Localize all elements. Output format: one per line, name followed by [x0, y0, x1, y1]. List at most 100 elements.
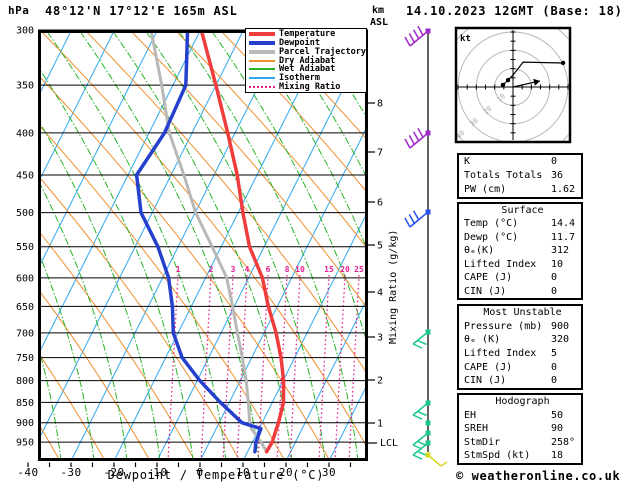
legend-row: Parcel Trajectory [246, 47, 366, 56]
barb-tick [412, 131, 420, 142]
barb-tick [417, 25, 424, 36]
wind-barb [404, 209, 431, 228]
temp-tick-label: 20 [279, 466, 293, 479]
legend-label: Isotherm [279, 72, 320, 83]
km-tick-label: 1 [377, 419, 383, 430]
mixing-ratio-value-label: 3 [231, 265, 236, 274]
pressure-tick-label: 600 [16, 273, 34, 284]
isotherm-line [114, 31, 330, 460]
panel-row-value: 320 [551, 334, 570, 346]
wet-adiabat-line [39, 181, 128, 460]
hodograph-ring-label: 30 [468, 117, 480, 129]
hodograph-ring-label: 20 [482, 104, 494, 116]
pressure-tick-label: 650 [16, 302, 34, 313]
mixing-ratio-value-label: 4 [245, 265, 250, 274]
isotherm-line [329, 384, 367, 460]
panel-row: EH 50 [459, 409, 581, 423]
panel-row-label: Lifted Index [464, 258, 537, 270]
wind-barb [404, 127, 431, 149]
panel-box-most-unstable: Most Unstable Pressure (mb) 900 θₑ (K) 320 Li… [457, 304, 583, 390]
pressure-tick-label: 300 [16, 26, 34, 37]
barb-node-dot [425, 440, 431, 446]
km-tick-label: 2 [377, 376, 383, 387]
panel-row-value: 0 [551, 361, 558, 373]
panel-row-value: 258° [551, 436, 576, 448]
panel-row: CAPE (J) 0 [459, 361, 581, 375]
dewpoint-trace [134, 31, 263, 454]
hodograph-ring-label: 10 [495, 92, 507, 104]
wind-barb [425, 452, 448, 467]
panel-row-label: Lifted Index [464, 348, 537, 360]
legend-label: Wet Adiabat [279, 64, 336, 75]
mixing-ratio-value-label: 1 [176, 265, 181, 274]
temp-tick-label: 0 [196, 466, 203, 479]
hodograph-unit-label: kt [460, 34, 471, 44]
panel-row-value: 14.4 [551, 218, 576, 230]
wet-adiabat-line [46, 31, 227, 460]
temp-tick-label: 10 [236, 466, 250, 479]
panel-row-label: CIN (J) [464, 375, 507, 387]
barb-tick [412, 29, 420, 40]
panel-row-label: StmSpd (kt) [464, 450, 531, 462]
legend-swatch [249, 32, 275, 37]
panel-section-title: Surface [501, 205, 544, 216]
panel-row: CAPE (J) 0 [459, 271, 581, 284]
panel-row: PW (cm) 1.62 [459, 183, 581, 197]
panel-row-value: 900 [551, 320, 570, 332]
panel-row-label: θₑ(K) [464, 245, 495, 257]
barb-tick [404, 36, 411, 47]
dry-adiabat-line [39, 124, 285, 460]
barb-tick [408, 214, 415, 224]
mixing-ratio-value-label: 10 [295, 265, 305, 274]
pressure-tick-label: 500 [16, 208, 34, 219]
temp-tick-label: -10 [146, 466, 167, 479]
panel-row: Lifted Index 10 [459, 258, 581, 271]
barb-node-dot [425, 400, 431, 406]
isotherm-line [39, 31, 115, 182]
pressure-tick-label: 950 [16, 438, 34, 449]
mixing-ratio-value-label: 15 [324, 265, 334, 274]
sounding-traces [134, 31, 286, 454]
barb-tick [417, 339, 427, 346]
legend-label: Temperature [279, 29, 336, 40]
wind-barb [412, 329, 431, 349]
panel-row: SREH 90 [459, 422, 581, 436]
km-tick-label: 3 [377, 333, 383, 344]
barb-tick [440, 461, 448, 467]
legend-row: Wet Adiabat [246, 65, 366, 74]
legend-row: Temperature [246, 30, 366, 39]
hodograph-trace-dot [560, 60, 566, 66]
pressure-tick-label: 450 [16, 170, 34, 181]
mixing-ratio-value-label: 8 [285, 265, 290, 274]
panel-row-value: 36 [551, 170, 564, 181]
legend-swatch [249, 85, 275, 88]
pressure-tick-label: 550 [16, 242, 34, 253]
panel-row-value: 312 [551, 245, 570, 257]
legend-label: Dewpoint [279, 38, 320, 49]
legend: Temperature Dewpoint Parcel Trajectory Dry … [245, 28, 367, 93]
dry-adiabat-line [39, 290, 150, 460]
panel-row: Totals Totals 36 [459, 169, 581, 183]
legend-swatch [249, 68, 275, 71]
mixing-ratio-value-label: 25 [354, 265, 364, 274]
dry-adiabat-line [0, 30, 15, 461]
plot-border [38, 30, 368, 461]
panel-row-label: Dewp (°C) [464, 231, 519, 243]
hodograph-trace-dot [505, 77, 511, 83]
pressure-tick-label: 400 [16, 128, 34, 139]
pressure-tick-label: 850 [16, 398, 34, 409]
legend-swatch [249, 76, 275, 79]
panel-row-value: 0 [551, 285, 558, 297]
hodograph-trace [502, 61, 564, 86]
mixing-ratio-line [200, 274, 212, 460]
wet-adiabat-line [39, 121, 161, 460]
barb-node-dot [425, 430, 431, 436]
temp-tick-label: -40 [17, 466, 38, 479]
dry-adiabat-line [175, 31, 367, 249]
wet-adiabat-line [79, 31, 260, 460]
